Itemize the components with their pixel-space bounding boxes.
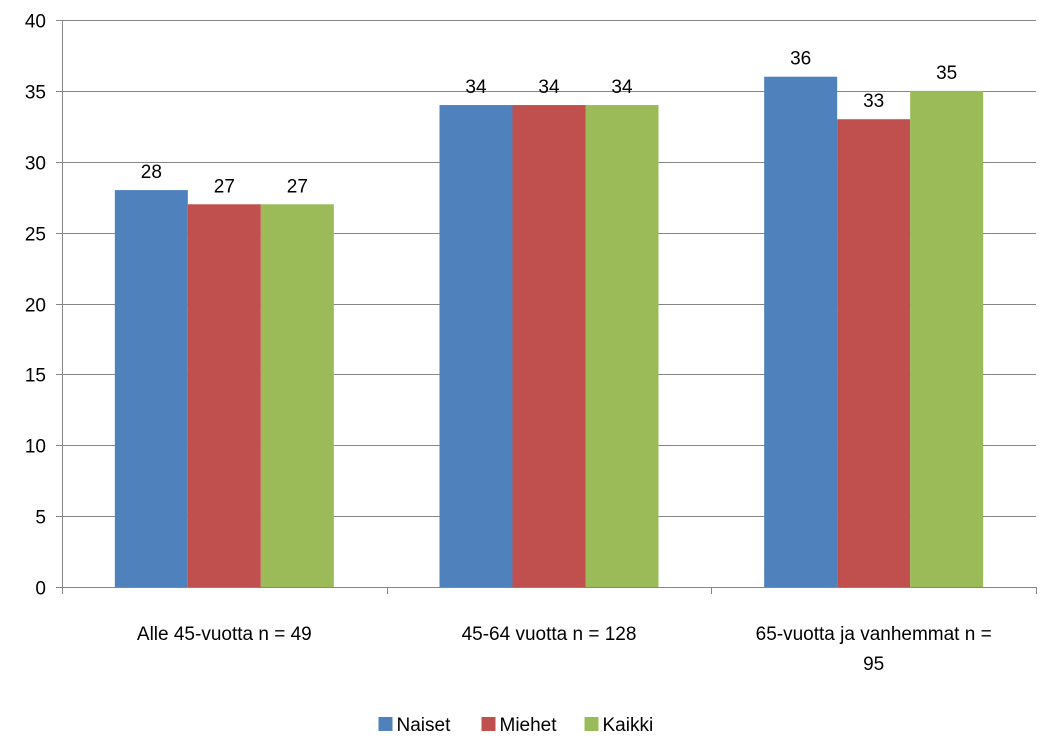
data-label-naiset-0: 28 <box>141 162 162 183</box>
data-label-miehet-1: 34 <box>538 77 560 98</box>
y-tick-label-5: 5 <box>35 508 46 529</box>
legend-label-miehet: Miehet <box>500 715 558 736</box>
bar-miehet-0 <box>187 204 261 587</box>
data-label-miehet-2: 33 <box>863 91 884 112</box>
legend-label-naiset: Naiset <box>397 715 452 736</box>
bar-naiset-0 <box>114 190 188 587</box>
bar-kaikki-0 <box>260 204 334 587</box>
y-tick-label-30: 30 <box>25 154 46 175</box>
data-label-kaikki-2: 35 <box>936 63 957 84</box>
y-tick-label-0: 0 <box>35 579 46 600</box>
legend-label-kaikki: Kaikki <box>603 715 654 736</box>
data-label-kaikki-0: 27 <box>287 176 308 197</box>
data-label-naiset-2: 36 <box>790 49 811 70</box>
y-tick-label-25: 25 <box>25 225 46 246</box>
x-category-label-1: 45-64 vuotta n = 128 <box>462 624 637 645</box>
bar-naiset-1 <box>439 105 513 588</box>
bar-miehet-1 <box>512 105 586 588</box>
x-category-label-0: Alle 45-vuotta n = 49 <box>137 624 312 645</box>
x-category-label-2: 95 <box>863 654 884 675</box>
y-tick-label-40: 40 <box>25 12 46 33</box>
bar-naiset-2 <box>764 76 838 587</box>
data-label-kaikki-1: 34 <box>611 77 633 98</box>
legend-swatch-naiset <box>378 717 393 731</box>
legend: Naiset Miehet Kaikki <box>378 715 654 736</box>
legend-swatch-kaikki <box>584 717 599 731</box>
y-tick-label-20: 20 <box>25 296 46 317</box>
labels: 0 5 10 15 20 25 30 35 40 28 27 27 Alle 45-vuotta n =… <box>25 12 992 676</box>
y-tick-label-35: 35 <box>25 83 46 104</box>
data-label-miehet-0: 27 <box>214 176 235 197</box>
bar-kaikki-1 <box>585 105 659 588</box>
x-category-label-2: 65-vuotta ja vanhemmat n = <box>756 624 992 645</box>
bars <box>114 76 984 588</box>
bar-kaikki-2 <box>910 90 984 587</box>
legend-swatch-miehet <box>481 717 496 731</box>
data-label-naiset-1: 34 <box>465 77 487 98</box>
axes <box>56 20 1037 594</box>
y-tick-label-10: 10 <box>25 437 46 458</box>
bar-miehet-2 <box>837 119 911 587</box>
y-tick-label-15: 15 <box>25 366 46 387</box>
